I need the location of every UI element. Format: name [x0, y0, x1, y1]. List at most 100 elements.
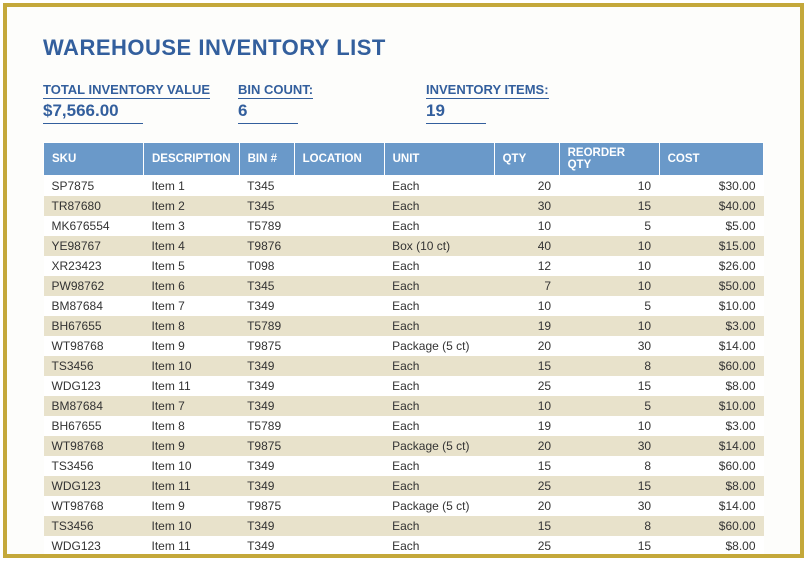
cell-cost: $14.00: [659, 496, 763, 516]
cell-qty: 20: [494, 336, 559, 356]
summary-bin-label: BIN COUNT:: [238, 82, 313, 99]
cell-loc: [294, 316, 384, 336]
table-row: MK676554Item 3T5789Each105$5.00: [44, 216, 764, 236]
cell-bin: T349: [239, 516, 294, 536]
cell-unit: Each: [384, 216, 494, 236]
cell-bin: T349: [239, 456, 294, 476]
cell-loc: [294, 176, 384, 197]
table-row: PW98762Item 6T345Each710$50.00: [44, 276, 764, 296]
cell-bin: T9876: [239, 236, 294, 256]
cell-loc: [294, 336, 384, 356]
col-header-cost: COST: [659, 143, 763, 176]
cell-cost: $5.00: [659, 216, 763, 236]
cell-loc: [294, 456, 384, 476]
cell-sku: BM87684: [44, 296, 144, 316]
cell-cost: $40.00: [659, 196, 763, 216]
cell-bin: T9875: [239, 436, 294, 456]
cell-unit: Package (5 ct): [384, 436, 494, 456]
table-header: SKUDESCRIPTIONBIN #LOCATIONUNITQTYREORDE…: [44, 143, 764, 176]
summary-items-value: 19: [426, 99, 486, 124]
cell-desc: Item 7: [144, 396, 240, 416]
summary-bin-block: BIN COUNT: 6: [238, 81, 386, 124]
cell-loc: [294, 416, 384, 436]
cell-desc: Item 9: [144, 496, 240, 516]
cell-reorder: 5: [559, 396, 659, 416]
cell-loc: [294, 256, 384, 276]
cell-cost: $26.00: [659, 256, 763, 276]
cell-qty: 12: [494, 256, 559, 276]
cell-desc: Item 7: [144, 296, 240, 316]
cell-loc: [294, 396, 384, 416]
cell-loc: [294, 476, 384, 496]
cell-reorder: 10: [559, 276, 659, 296]
cell-cost: $8.00: [659, 376, 763, 396]
cell-cost: $10.00: [659, 296, 763, 316]
cell-sku: BM87684: [44, 396, 144, 416]
cell-loc: [294, 196, 384, 216]
cell-bin: T345: [239, 196, 294, 216]
table-row: WDG123Item 11T349Each2515$8.00: [44, 536, 764, 556]
cell-cost: $14.00: [659, 436, 763, 456]
cell-sku: XR23423: [44, 256, 144, 276]
cell-cost: $3.00: [659, 416, 763, 436]
cell-bin: T345: [239, 176, 294, 197]
cell-unit: Each: [384, 356, 494, 376]
cell-desc: Item 8: [144, 316, 240, 336]
col-header-unit: UNIT: [384, 143, 494, 176]
table-row: WT98768Item 9T9875Package (5 ct)2030$14.…: [44, 496, 764, 516]
cell-unit: Each: [384, 396, 494, 416]
cell-unit: Each: [384, 456, 494, 476]
table-row: TS3456Item 10T349Each158$60.00: [44, 356, 764, 376]
cell-sku: TS3456: [44, 516, 144, 536]
cell-cost: $8.00: [659, 476, 763, 496]
cell-qty: 15: [494, 356, 559, 376]
cell-bin: T9875: [239, 336, 294, 356]
cell-reorder: 10: [559, 316, 659, 336]
cell-desc: Item 9: [144, 436, 240, 456]
cell-qty: 10: [494, 296, 559, 316]
table-row: BM87684Item 7T349Each105$10.00: [44, 296, 764, 316]
table-row: TS3456Item 10T349Each158$60.00: [44, 516, 764, 536]
cell-unit: Each: [384, 516, 494, 536]
summary-bin-value: 6: [238, 99, 298, 124]
cell-qty: 20: [494, 176, 559, 197]
summary-items-label: INVENTORY ITEMS:: [426, 82, 549, 99]
table-row: WDG123Item 11T349Each2515$8.00: [44, 376, 764, 396]
cell-sku: WT98768: [44, 436, 144, 456]
cell-qty: 19: [494, 316, 559, 336]
table-row: XR23423Item 5T098Each1210$26.00: [44, 256, 764, 276]
cell-qty: 15: [494, 456, 559, 476]
cell-loc: [294, 296, 384, 316]
cell-reorder: 10: [559, 236, 659, 256]
cell-reorder: 15: [559, 196, 659, 216]
cell-sku: SP7875: [44, 176, 144, 197]
table-row: WT98768Item 9T9875Package (5 ct)2030$14.…: [44, 436, 764, 456]
cell-desc: Item 5: [144, 256, 240, 276]
cell-qty: 19: [494, 416, 559, 436]
table-row: WDG123Item 11T349Each2515$8.00: [44, 476, 764, 496]
cell-bin: T349: [239, 296, 294, 316]
cell-bin: T349: [239, 356, 294, 376]
inventory-table: SKUDESCRIPTIONBIN #LOCATIONUNITQTYREORDE…: [43, 142, 764, 556]
cell-qty: 30: [494, 196, 559, 216]
cell-desc: Item 4: [144, 236, 240, 256]
cell-unit: Each: [384, 536, 494, 556]
cell-desc: Item 8: [144, 416, 240, 436]
cell-unit: Package (5 ct): [384, 336, 494, 356]
cell-sku: WT98768: [44, 496, 144, 516]
cell-bin: T9875: [239, 496, 294, 516]
col-header-reorder-qty: REORDER QTY: [559, 143, 659, 176]
cell-loc: [294, 376, 384, 396]
cell-qty: 10: [494, 216, 559, 236]
cell-qty: 25: [494, 476, 559, 496]
cell-cost: $60.00: [659, 356, 763, 376]
cell-desc: Item 10: [144, 516, 240, 536]
cell-qty: 25: [494, 376, 559, 396]
cell-qty: 20: [494, 436, 559, 456]
table-row: BH67655Item 8T5789Each1910$3.00: [44, 416, 764, 436]
summary-total-label: TOTAL INVENTORY VALUE: [43, 82, 210, 99]
cell-sku: WDG123: [44, 376, 144, 396]
cell-bin: T5789: [239, 416, 294, 436]
cell-desc: Item 1: [144, 176, 240, 197]
table-row: TS3456Item 10T349Each158$60.00: [44, 456, 764, 476]
